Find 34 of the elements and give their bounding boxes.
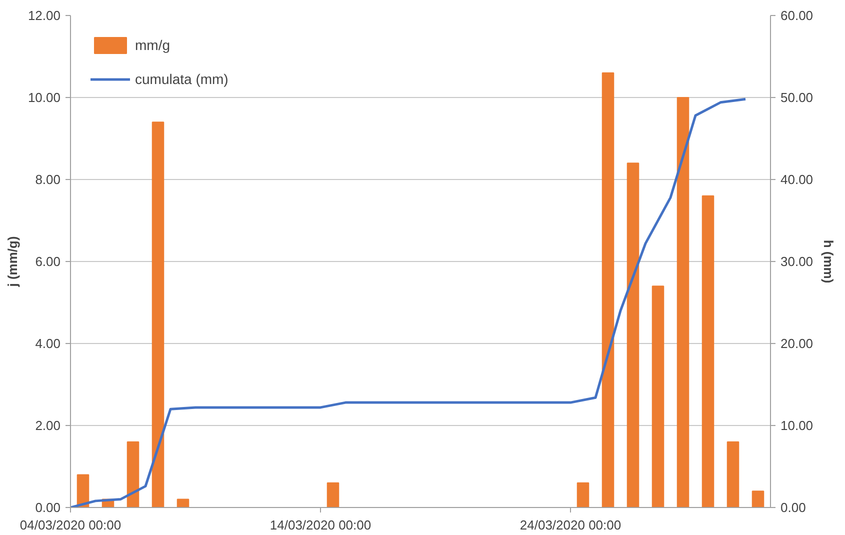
- y2-axis-title: h (mm): [821, 240, 836, 284]
- y2-tick-label: 0.00: [780, 500, 806, 515]
- bar: [152, 122, 164, 508]
- y2-tick-label: 50.00: [780, 90, 814, 105]
- bar: [676, 97, 690, 508]
- legend-label: mm/g: [135, 37, 170, 53]
- bar: [176, 498, 190, 508]
- x-tick-label: 14/03/2020 00:00: [270, 518, 372, 532]
- bar: [126, 441, 140, 508]
- bar: [726, 441, 740, 508]
- x-tick-label: 04/03/2020 00:00: [20, 518, 122, 532]
- line-series: [70, 98, 747, 508]
- y-tick-label: 4.00: [35, 336, 61, 351]
- y2-tick-label: 60.00: [780, 8, 814, 23]
- legend-label: cumulata (mm): [135, 71, 228, 87]
- y2-tick-label: 20.00: [780, 336, 814, 351]
- x-tick-label: 24/03/2020 00:00: [520, 518, 622, 532]
- y2-tick-label: 40.00: [780, 172, 814, 187]
- y2-tick-label: 30.00: [780, 254, 814, 269]
- bar: [602, 72, 614, 508]
- y-tick-label: 10.00: [28, 90, 61, 105]
- y-tick-label: 2.00: [35, 418, 61, 433]
- y2-tick-label: 10.00: [780, 418, 814, 433]
- y-tick-label: 8.00: [35, 172, 61, 187]
- y-tick-label: 0.00: [35, 500, 61, 515]
- bar: [576, 482, 590, 508]
- bar: [626, 162, 640, 508]
- y-tick-label: 12.00: [28, 8, 61, 23]
- bar: [652, 286, 664, 508]
- bar: [752, 490, 764, 508]
- bar: [702, 195, 714, 508]
- y-axis-title: j (mm/g): [4, 236, 20, 288]
- bar: [326, 482, 340, 508]
- y-tick-label: 6.00: [35, 254, 61, 269]
